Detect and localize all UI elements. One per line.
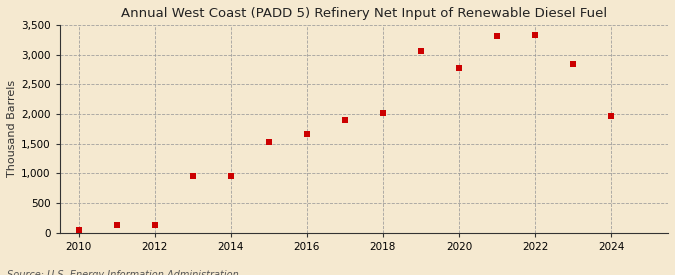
Y-axis label: Thousand Barrels: Thousand Barrels [7, 80, 17, 177]
Point [377, 111, 388, 115]
Point [605, 114, 616, 119]
Point [491, 34, 502, 38]
Point [111, 223, 122, 227]
Point [149, 223, 160, 228]
Point [568, 62, 578, 66]
Point [530, 33, 541, 38]
Point [416, 49, 427, 54]
Point [263, 140, 274, 144]
Point [454, 66, 464, 70]
Text: Source: U.S. Energy Information Administration: Source: U.S. Energy Information Administ… [7, 271, 238, 275]
Title: Annual West Coast (PADD 5) Refinery Net Input of Renewable Diesel Fuel: Annual West Coast (PADD 5) Refinery Net … [121, 7, 607, 20]
Point [340, 118, 350, 122]
Point [188, 174, 198, 178]
Point [74, 227, 84, 232]
Point [302, 131, 313, 136]
Point [225, 174, 236, 178]
